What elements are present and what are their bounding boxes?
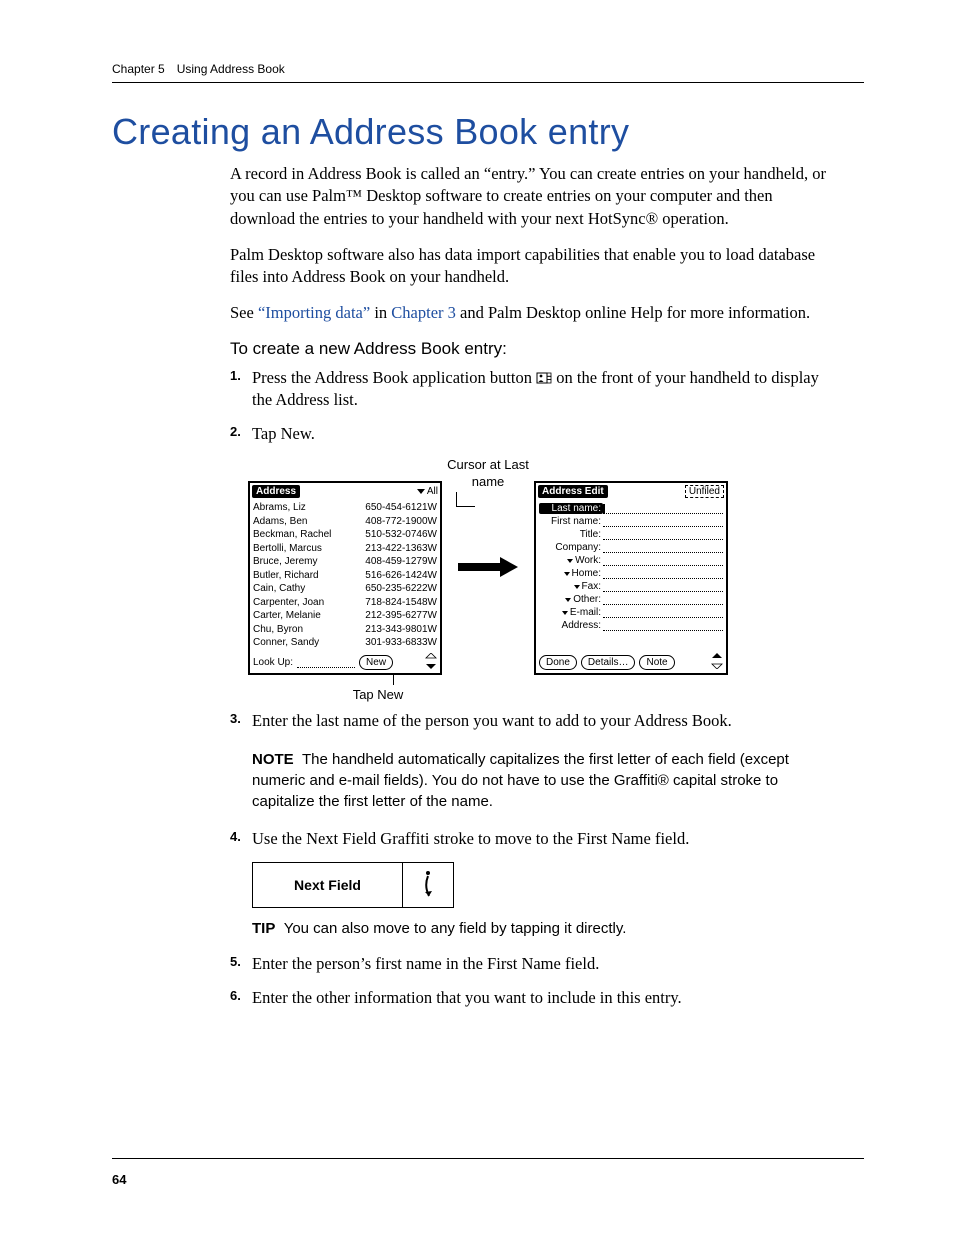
note-block: NOTE The handheld automatically capitali… bbox=[252, 749, 840, 812]
edit-field-row[interactable]: Title: bbox=[539, 529, 723, 540]
edit-field-row[interactable]: Work: bbox=[539, 555, 723, 566]
intro-para-1: A record in Address Book is called an “e… bbox=[230, 163, 840, 230]
address-list-row[interactable]: Cain, Cathy650-235-6222W bbox=[253, 582, 437, 596]
header-rule bbox=[112, 82, 864, 83]
section-title: Creating an Address Book entry bbox=[112, 111, 864, 153]
address-list-screen: Address All Abrams, Liz650-454-6121WAdam… bbox=[248, 481, 442, 675]
callout-tap-new: Tap New bbox=[308, 687, 448, 702]
dropdown-icon bbox=[564, 572, 570, 576]
arrow-icon bbox=[458, 557, 518, 577]
footer-rule bbox=[112, 1158, 864, 1159]
address-list-row[interactable]: Bruce, Jeremy408-459-1279W bbox=[253, 555, 437, 569]
text-cursor-icon bbox=[603, 504, 605, 514]
address-list-row[interactable]: Conner, Sandy301-933-6833W bbox=[253, 636, 437, 650]
scroll-arrows-icon[interactable] bbox=[711, 653, 723, 671]
step-1: Press the Address Book application butto… bbox=[230, 367, 840, 412]
lookup-input[interactable] bbox=[297, 657, 355, 668]
note-button[interactable]: Note bbox=[639, 655, 674, 670]
tip-block: TIP You can also move to any field by ta… bbox=[252, 920, 840, 937]
address-edit-screen: Address Edit Unfiled Last name: First nam… bbox=[534, 481, 728, 675]
screen-title-address-edit: Address Edit bbox=[538, 485, 608, 498]
xref-chapter-3[interactable]: Chapter 3 bbox=[391, 303, 456, 322]
next-field-stroke-icon bbox=[403, 863, 453, 907]
address-list-row[interactable]: Chu, Byron213-343-9801W bbox=[253, 623, 437, 637]
figure-group: Address All Abrams, Liz650-454-6121WAdam… bbox=[248, 457, 840, 702]
next-field-label: Next Field bbox=[253, 863, 403, 907]
dropdown-icon bbox=[562, 611, 568, 615]
edit-field-row[interactable]: Last name: bbox=[539, 503, 723, 514]
dropdown-icon bbox=[417, 489, 425, 494]
callout-cursor: Cursor at Last name bbox=[442, 457, 534, 490]
screen-title-address: Address bbox=[252, 485, 300, 498]
edit-field-row[interactable]: Fax: bbox=[539, 581, 723, 592]
page-number: 64 bbox=[112, 1172, 126, 1187]
edit-field-row[interactable]: First name: bbox=[539, 516, 723, 527]
address-list-row[interactable]: Bertolli, Marcus213-422-1363W bbox=[253, 542, 437, 556]
address-list-row[interactable]: Butler, Richard516-626-1424W bbox=[253, 569, 437, 583]
step-6: Enter the other information that you wan… bbox=[230, 987, 840, 1009]
address-list-row[interactable]: Abrams, Liz650-454-6121W bbox=[253, 501, 437, 515]
step-2: Tap New. bbox=[230, 423, 840, 445]
intro-para-3: See “Importing data” in Chapter 3 and Pa… bbox=[230, 302, 840, 324]
step-3: Enter the last name of the person you wa… bbox=[230, 710, 840, 732]
callout-leader-icon bbox=[456, 492, 475, 507]
scroll-arrows-icon[interactable] bbox=[425, 653, 437, 671]
new-button[interactable]: New bbox=[359, 655, 393, 670]
dropdown-icon bbox=[574, 585, 580, 589]
edit-field-row[interactable]: Address: bbox=[539, 620, 723, 631]
xref-importing-data[interactable]: “Importing data” bbox=[258, 303, 370, 322]
category-selector-unfiled[interactable]: Unfiled bbox=[685, 485, 724, 498]
edit-field-row[interactable]: Home: bbox=[539, 568, 723, 579]
lookup-label: Look Up: bbox=[253, 657, 293, 668]
address-book-app-icon bbox=[536, 368, 552, 380]
address-list-row[interactable]: Carter, Melanie212-395-6277W bbox=[253, 609, 437, 623]
category-selector-all[interactable]: All bbox=[417, 486, 438, 497]
dropdown-icon bbox=[565, 598, 571, 602]
details-button[interactable]: Details… bbox=[581, 655, 636, 670]
address-list-row[interactable]: Adams, Ben408-772-1900W bbox=[253, 515, 437, 529]
address-list-row[interactable]: Beckman, Rachel510-532-0746W bbox=[253, 528, 437, 542]
step-4: Use the Next Field Graffiti stroke to mo… bbox=[230, 828, 840, 850]
procedure-subhead: To create a new Address Book entry: bbox=[230, 339, 840, 359]
address-list-row[interactable]: Carpenter, Joan718-824-1548W bbox=[253, 596, 437, 610]
intro-para-2: Palm Desktop software also has data impo… bbox=[230, 244, 840, 289]
step-5: Enter the person’s first name in the Fir… bbox=[230, 953, 840, 975]
next-field-figure: Next Field bbox=[252, 862, 454, 908]
edit-field-row[interactable]: Company: bbox=[539, 542, 723, 553]
edit-field-row[interactable]: Other: bbox=[539, 594, 723, 605]
running-head: Chapter 5 Using Address Book bbox=[112, 62, 864, 82]
dropdown-icon bbox=[567, 559, 573, 563]
edit-field-row[interactable]: E-mail: bbox=[539, 607, 723, 618]
done-button[interactable]: Done bbox=[539, 655, 577, 670]
